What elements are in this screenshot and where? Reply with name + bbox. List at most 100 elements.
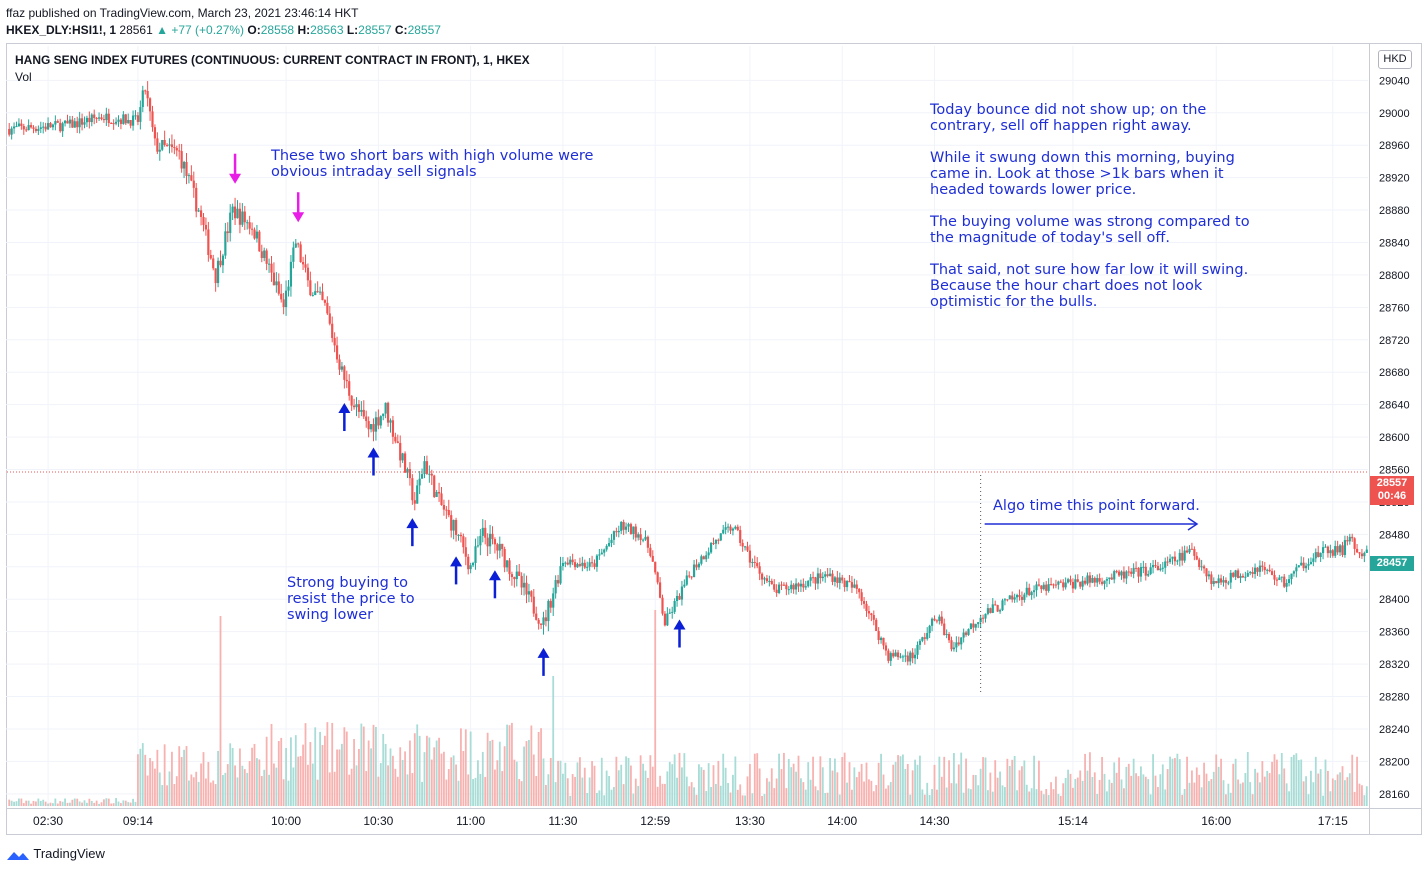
volume-bar — [795, 771, 797, 806]
candle-body — [148, 98, 152, 112]
candle-body — [928, 625, 931, 634]
candle-body — [1076, 579, 1079, 582]
candle-body — [510, 574, 514, 578]
candle-body — [804, 586, 807, 588]
candle-body — [972, 623, 975, 628]
candle-body — [1224, 580, 1228, 583]
volume-bar — [668, 761, 671, 806]
volume-bar — [73, 798, 76, 806]
y-tick-label: 28320 — [1379, 659, 1410, 671]
candle-body — [656, 572, 659, 583]
candle-body — [46, 123, 50, 130]
candle-body — [1348, 536, 1351, 542]
candle-body — [996, 605, 999, 612]
candle-body — [1215, 581, 1218, 584]
candle-body — [175, 147, 178, 151]
volume-bar — [173, 784, 176, 806]
volume-bar — [472, 779, 474, 806]
y-tick-label: 28720 — [1379, 335, 1410, 347]
candle-body — [1100, 581, 1104, 584]
candle-body — [56, 121, 59, 123]
volume-bar — [600, 757, 603, 806]
volume-bar — [428, 737, 431, 806]
candle-body — [522, 582, 526, 588]
candle-body — [129, 120, 132, 126]
candle-body — [680, 586, 684, 600]
candle-body — [1285, 583, 1288, 587]
volume-bar — [183, 749, 185, 806]
buy-arrow-up-icon — [488, 570, 501, 581]
volume-bar — [151, 761, 154, 806]
volume-bar — [460, 728, 462, 806]
candle-body — [717, 539, 720, 541]
candle-body — [304, 264, 307, 268]
volume-bar — [78, 801, 81, 806]
candle-body — [80, 118, 84, 125]
candle-body — [1159, 568, 1162, 571]
volume-bar — [178, 746, 181, 806]
candle-body — [1258, 565, 1262, 572]
volume-bar — [1259, 782, 1261, 806]
volume-bar — [498, 741, 501, 806]
candle-body — [1266, 569, 1269, 571]
candle-body — [459, 534, 463, 537]
candle-body — [1151, 565, 1155, 568]
candle-body — [97, 117, 101, 119]
candle-body — [923, 637, 926, 639]
candle-body — [581, 562, 584, 566]
volume-bar — [1276, 759, 1278, 806]
candle-body — [816, 573, 820, 584]
volume-bar — [256, 758, 258, 806]
volume-bar — [676, 777, 678, 806]
candle-body — [1035, 584, 1038, 591]
candle-body — [454, 519, 458, 535]
volume-bar — [511, 722, 513, 806]
volume-bar — [1081, 780, 1084, 806]
volume-bar — [127, 802, 130, 806]
candle-body — [428, 473, 431, 475]
currency-button[interactable]: HKD — [1378, 50, 1412, 69]
candle-body — [1229, 572, 1232, 583]
volume-bar — [1300, 759, 1303, 806]
candle-body — [297, 243, 300, 245]
volume-bar — [821, 767, 824, 806]
volume-bar — [826, 792, 829, 806]
volume-bar — [627, 757, 630, 806]
symbol-ohlc-line: HKEX_DLY:HSI1!, 1 28561 ▲ +77 (+0.27%) O… — [6, 23, 441, 37]
volume-bar — [115, 798, 117, 806]
candle-body — [639, 534, 642, 540]
volume-bar — [1217, 766, 1220, 806]
candle-body — [1185, 550, 1189, 553]
candle-body — [204, 224, 208, 230]
footer-brand-label: TradingView — [33, 846, 105, 861]
candle-body — [199, 210, 203, 217]
candle-body — [1079, 581, 1082, 587]
candle-body — [853, 584, 856, 588]
volume-bar — [370, 748, 372, 806]
volume-bar — [984, 757, 987, 806]
x-tick-label: 12:59 — [640, 814, 670, 828]
candle-body — [484, 527, 487, 538]
last-price-tag: 28557 00:46 — [1370, 476, 1414, 505]
volume-bar — [639, 755, 642, 806]
candle-body — [17, 123, 21, 127]
chart-pane[interactable] — [6, 43, 1422, 835]
volume-bar — [161, 785, 164, 806]
buying-note: Strong buying to resist the price to swi… — [287, 575, 415, 623]
candle-body — [520, 575, 523, 588]
candle-body — [1139, 567, 1143, 577]
volume-bar — [212, 780, 215, 806]
y-tick-label: 28160 — [1379, 789, 1410, 801]
candle-body — [984, 613, 987, 619]
volume-bar — [134, 801, 137, 806]
footer-brand[interactable]: TradingView — [6, 846, 105, 863]
candle-body — [39, 127, 42, 129]
algo-note: Algo time this point forward. — [993, 498, 1200, 514]
volume-bar — [331, 722, 334, 806]
candle-body — [399, 442, 402, 461]
volume-bar — [836, 772, 839, 806]
candle-body — [1178, 552, 1181, 561]
volume-bar — [1280, 753, 1283, 806]
candle-body — [1008, 595, 1011, 600]
